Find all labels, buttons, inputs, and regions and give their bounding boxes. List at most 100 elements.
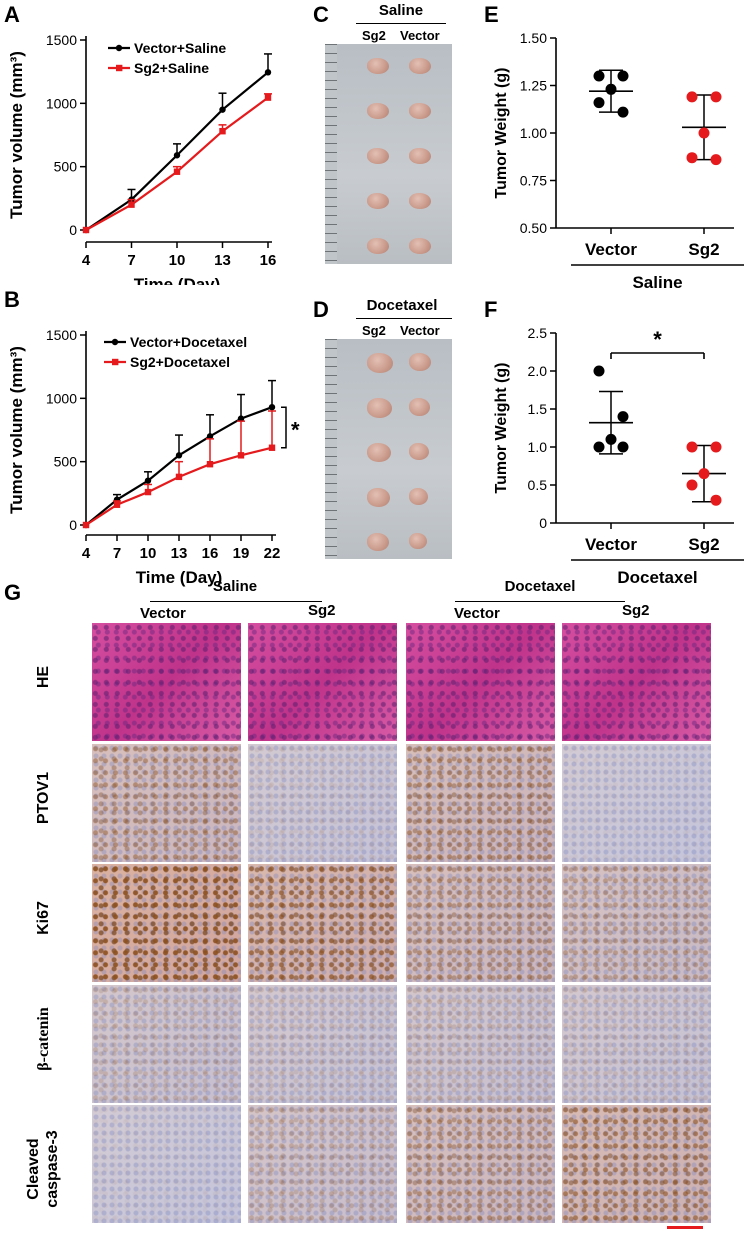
tumor-specimen: [409, 443, 429, 460]
tumor-specimen: [409, 488, 428, 505]
tumor-weight-chart-saline: 0.50 0.75 1.00 1.25 1.50 Tumor Weight (g) Vect…: [493, 30, 744, 292]
histology-tile: [248, 1105, 397, 1223]
y-axis-label: Tumor Weight (g): [493, 68, 510, 199]
series-line-sg2: [85, 446, 273, 526]
x-tick-label: 7: [127, 252, 135, 269]
panel-label-f: F: [484, 297, 498, 322]
tumor-specimen: [409, 103, 431, 119]
legend-label: Vector+Docetaxel: [130, 334, 247, 350]
significance-star: *: [653, 327, 662, 352]
tumor-photograph: [325, 44, 452, 264]
histology-tile: [562, 744, 711, 862]
y-axis-label: Tumor volume (mm³): [7, 346, 26, 514]
histology-tile: [92, 744, 241, 862]
data-point: [268, 444, 276, 451]
column-label-sg2: Sg2: [622, 602, 650, 619]
data-point: [617, 441, 629, 453]
tumor-photo-docetaxel-panel: Docetaxel Sg2 Vector: [322, 295, 457, 560]
tumor-specimen: [409, 238, 431, 254]
x-axis-label: Time (Day): [136, 568, 223, 587]
histology-tile: [92, 985, 241, 1103]
row-label-cleaved-caspase-3: Cleaved caspase-3: [25, 1130, 61, 1208]
data-point: [593, 441, 605, 453]
legend-label: Vector+Saline: [134, 40, 226, 56]
x-tick-label: 10: [169, 252, 186, 269]
y-tick-label: 0.5: [528, 477, 548, 493]
data-point: [268, 404, 276, 411]
histology-tile: [248, 623, 397, 741]
y-tick-label: 500: [54, 454, 78, 470]
histology-tile: [92, 864, 241, 982]
data-point: [237, 415, 245, 422]
data-point: [175, 452, 183, 459]
group-label: Saline: [632, 273, 682, 292]
y-tick-label: 2.5: [528, 325, 548, 341]
x-tick-label: Vector: [585, 240, 637, 259]
x-tick-label: 16: [260, 252, 277, 269]
column-label-vector: Vector: [400, 323, 440, 338]
y-tick-label: 1500: [46, 32, 77, 48]
y-tick-label: 2.0: [528, 363, 548, 379]
data-point: [113, 501, 121, 508]
histology-tile: [248, 985, 397, 1103]
x-tick-label: 16: [202, 545, 219, 562]
y-tick-label: 0.75: [520, 173, 547, 189]
tumor-specimen: [367, 58, 389, 74]
column-label-vector: Vector: [454, 605, 500, 622]
data-point: [698, 468, 710, 480]
histology-tile: [406, 985, 555, 1103]
panel-label-a: A: [4, 2, 20, 27]
y-tick-label: 1.00: [520, 125, 547, 141]
y-tick-label: 500: [54, 159, 78, 175]
histology-tile: [562, 864, 711, 982]
tumor-photograph: [325, 339, 452, 559]
x-tick-label: 13: [171, 545, 188, 562]
panel-label-g: G: [4, 580, 22, 605]
legend-label: Sg2+Saline: [134, 60, 209, 76]
panel-label-c: C: [313, 2, 329, 27]
data-point: [219, 106, 226, 113]
x-tick-label: Sg2: [688, 535, 719, 554]
data-point: [128, 201, 135, 208]
y-tick-label: 0: [69, 222, 77, 238]
x-tick-label: Vector: [585, 535, 637, 554]
data-point: [710, 91, 722, 103]
tumor-specimen: [409, 58, 431, 74]
scale-bar: [667, 1226, 703, 1229]
data-point: [686, 91, 698, 103]
x-axis-label: Time (Day): [134, 275, 221, 285]
data-point: [710, 441, 722, 453]
data-point: [264, 69, 272, 76]
photo-title: Saline: [378, 2, 424, 19]
y-tick-label: 0: [69, 517, 77, 533]
tumor-volume-chart-docetaxel: 0 500 1000 1500 4 7 10 13 16 19 22 Time (Day) Tumor …: [7, 327, 300, 587]
tumor-specimen: [367, 193, 389, 209]
data-point: [617, 70, 629, 82]
data-point: [710, 494, 722, 506]
y-tick-label: 0.50: [520, 220, 547, 236]
tumor-specimen: [367, 103, 389, 119]
x-tick-label: 4: [82, 545, 91, 562]
data-point: [144, 488, 152, 496]
panel-label-e: E: [484, 2, 499, 27]
data-point: [617, 411, 629, 423]
panel-label-b: B: [4, 287, 20, 312]
data-point: [82, 226, 90, 234]
data-point: [82, 521, 90, 529]
histology-tile: [248, 744, 397, 862]
data-point: [173, 152, 181, 159]
legend-marker: [115, 44, 123, 52]
data-point: [593, 97, 605, 109]
panel-label-d: D: [313, 297, 329, 322]
x-tick-label: 13: [214, 252, 231, 269]
significance-star: *: [291, 417, 300, 442]
y-tick-label: 1000: [46, 390, 77, 406]
data-point: [264, 94, 272, 101]
row-label-beta-catenin: β-catenin: [35, 1007, 52, 1071]
x-tick-label: 22: [264, 545, 281, 562]
significance-bracket: [281, 406, 287, 449]
data-point: [593, 365, 605, 377]
tumor-specimen: [367, 238, 389, 254]
tumor-specimen: [409, 353, 431, 371]
series-line-sg2: [85, 96, 269, 231]
